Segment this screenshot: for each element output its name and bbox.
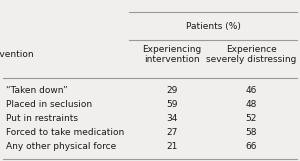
Text: Intervention: Intervention xyxy=(0,50,34,59)
Text: 27: 27 xyxy=(167,128,178,137)
Text: 66: 66 xyxy=(246,142,257,151)
Text: Experiencing
intervention: Experiencing intervention xyxy=(142,45,202,64)
Text: 46: 46 xyxy=(246,86,257,95)
Text: Placed in seclusion: Placed in seclusion xyxy=(6,100,92,109)
Text: 52: 52 xyxy=(246,114,257,123)
Text: “Taken down”: “Taken down” xyxy=(6,86,68,95)
Text: 34: 34 xyxy=(167,114,178,123)
Text: Patients (%): Patients (%) xyxy=(186,22,241,31)
Text: Put in restraints: Put in restraints xyxy=(6,114,78,123)
Text: 29: 29 xyxy=(167,86,178,95)
Text: 21: 21 xyxy=(167,142,178,151)
Text: 58: 58 xyxy=(246,128,257,137)
Text: Any other physical force: Any other physical force xyxy=(6,142,116,151)
Text: 48: 48 xyxy=(246,100,257,109)
Text: Forced to take medication: Forced to take medication xyxy=(6,128,124,137)
Text: 59: 59 xyxy=(166,100,178,109)
Text: Experience
severely distressing: Experience severely distressing xyxy=(206,45,297,64)
